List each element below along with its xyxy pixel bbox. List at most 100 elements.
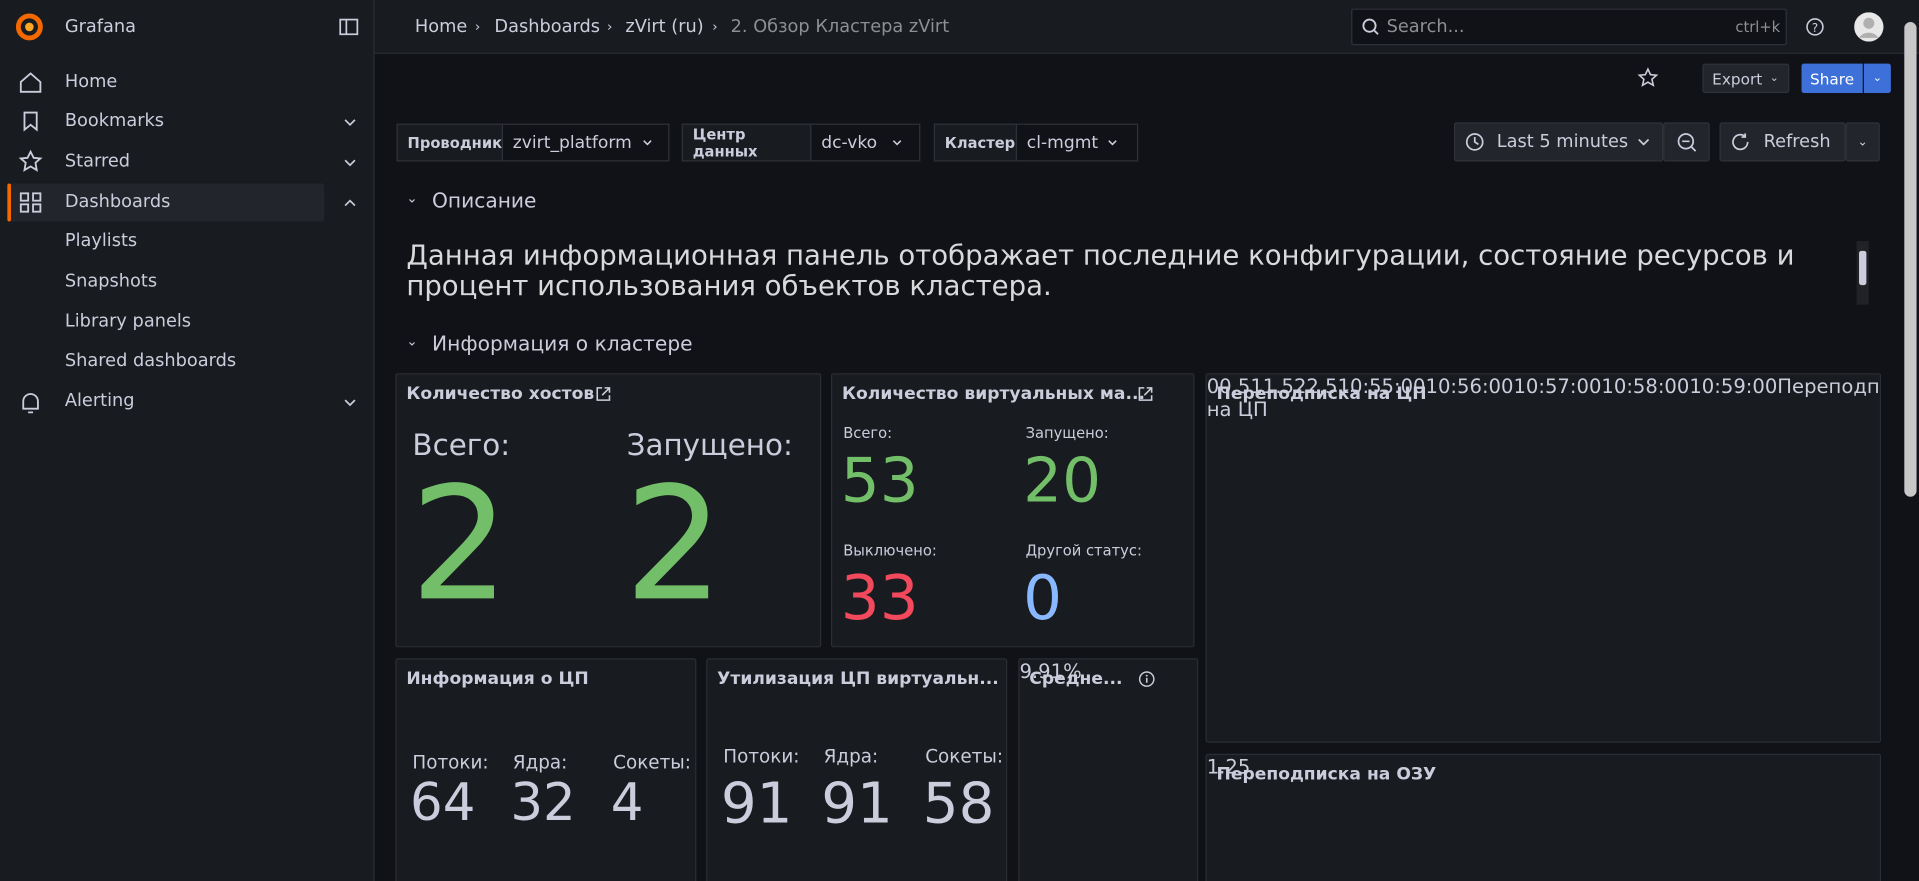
time-icons bbox=[1464, 132, 1672, 152]
stat-panel: Утилизация ЦП виртуальн... Потоки: 91 Ядра:… bbox=[706, 658, 1007, 881]
y-tick-label: 2.5 bbox=[1306, 374, 1337, 397]
panel-title: Утилизация ЦП виртуальн... bbox=[717, 669, 999, 689]
active-indicator bbox=[7, 184, 11, 222]
x-tick-label: 10:55:00 bbox=[1338, 374, 1426, 397]
breadcrumb[interactable]: Home bbox=[415, 17, 467, 37]
svg-text:?: ? bbox=[1812, 21, 1819, 35]
stat-label: Ядра: bbox=[513, 751, 568, 773]
row-title[interactable]: Описание bbox=[432, 189, 536, 212]
chart: 1.25 bbox=[1207, 755, 1251, 778]
x-tick-label: 10:58:00 bbox=[1601, 374, 1689, 397]
row-chevron[interactable]: ⌄ bbox=[406, 190, 417, 206]
description-text: Данная информационная панель отображает … bbox=[406, 241, 1844, 302]
breadcrumb-separator: › bbox=[607, 19, 612, 35]
stat-label: Потоки: bbox=[723, 745, 799, 767]
export-label: Export bbox=[1712, 69, 1762, 87]
refresh-interval[interactable]: ⌄ bbox=[1846, 122, 1880, 161]
zoom-out-icon bbox=[1677, 132, 1698, 153]
stat-value: 64 bbox=[410, 777, 475, 828]
panel-title: Количество виртуальных ма... bbox=[842, 384, 1145, 404]
refresh-label: Refresh bbox=[1764, 132, 1831, 152]
share-label: Share bbox=[1810, 69, 1854, 87]
stat-label: Другой статус: bbox=[1026, 542, 1142, 559]
nav-item[interactable]: Bookmarks bbox=[65, 111, 164, 131]
stat-label: Всего: bbox=[843, 425, 892, 442]
y-tick-label: 1.5 bbox=[1263, 374, 1294, 397]
share-button[interactable]: Share bbox=[1802, 64, 1863, 93]
search-icon bbox=[1361, 17, 1381, 37]
panel-title: Количество хостов bbox=[406, 384, 594, 404]
row-chevron[interactable]: ⌄ bbox=[406, 333, 417, 349]
nav-icons bbox=[17, 69, 44, 418]
stat-value: 91 bbox=[821, 775, 893, 831]
stat-label: Потоки: bbox=[412, 751, 488, 773]
stat-value: 4 bbox=[611, 777, 644, 828]
nav-item[interactable]: Snapshots bbox=[65, 272, 157, 292]
stat-value: 58 bbox=[923, 775, 995, 831]
row-title[interactable]: Информация о кластере bbox=[432, 332, 693, 355]
variable-value: zvirt_platform bbox=[513, 133, 632, 153]
brand[interactable]: Grafana bbox=[65, 17, 136, 37]
stat-label: Ядра: bbox=[824, 745, 879, 767]
breadcrumb-separator: › bbox=[475, 19, 480, 35]
nav-item[interactable]: Shared dashboards bbox=[65, 351, 236, 371]
sidebar bbox=[0, 0, 374, 881]
breadcrumb[interactable]: Dashboards bbox=[494, 17, 600, 37]
y-tick-label: 1 bbox=[1250, 374, 1262, 397]
gauge-panel: Средне... 9.91% bbox=[1018, 658, 1198, 881]
variable-chevrons bbox=[641, 137, 1143, 149]
nav-item[interactable]: Starred bbox=[65, 152, 130, 172]
text-scrollbar bbox=[1857, 241, 1869, 305]
dock-menu-icon[interactable] bbox=[339, 18, 359, 35]
variable-label: Проводник bbox=[397, 124, 503, 162]
stat-value: 53 bbox=[841, 450, 919, 511]
x-tick-label: 10:59:00 bbox=[1689, 374, 1777, 397]
chevron: ⌄ bbox=[1770, 72, 1779, 84]
star-button[interactable] bbox=[1638, 67, 1659, 88]
nav-item[interactable]: Dashboards bbox=[65, 192, 171, 212]
panel-link-icon[interactable] bbox=[1137, 385, 1154, 402]
search-shortcut: ctrl+k bbox=[1735, 18, 1780, 35]
stat-value: 20 bbox=[1023, 450, 1101, 511]
stat-label: Сокеты: bbox=[925, 745, 1003, 767]
search-placeholder: Search... bbox=[1387, 17, 1465, 37]
stat-label: Сокеты: bbox=[613, 751, 691, 773]
stat-label: Выключено: bbox=[843, 542, 937, 559]
stat-panel: Информация о ЦППотоки:64Ядра:32Сокеты:4 bbox=[395, 658, 696, 881]
panel-link-icon[interactable] bbox=[595, 385, 612, 402]
stat-value: 33 bbox=[841, 568, 919, 629]
timeseries-panel: Переподписка на ОЗУ1.25 bbox=[1205, 754, 1881, 881]
stat-value: 91 bbox=[721, 775, 793, 831]
panel-info-icon[interactable] bbox=[1138, 671, 1155, 688]
nav-item[interactable]: Alerting bbox=[65, 392, 135, 412]
share-dropdown[interactable]: ⌄ bbox=[1864, 64, 1891, 93]
breadcrumb[interactable]: zVirt (ru) bbox=[625, 17, 703, 37]
stat-value: 2 bbox=[624, 467, 724, 624]
timeseries-panel: Переподписка на ЦП00.511.522.510:55:0010… bbox=[1205, 373, 1881, 743]
help-icon[interactable]: ? bbox=[1805, 17, 1825, 37]
x-tick-label: 10:57:00 bbox=[1513, 374, 1601, 397]
gauge-label: 9.91% bbox=[1019, 660, 1081, 683]
nav-item[interactable]: Home bbox=[65, 72, 117, 92]
y-tick-label: 0 bbox=[1207, 374, 1219, 397]
panel-title: Информация о ЦП bbox=[406, 669, 588, 689]
scroll-thumb[interactable] bbox=[1859, 251, 1866, 285]
export-button[interactable]: Export ⌄ bbox=[1702, 64, 1789, 93]
y-tick-label: 1.25 bbox=[1207, 755, 1251, 778]
breadcrumb-separator: › bbox=[712, 19, 717, 35]
page-scrollbar-thumb[interactable] bbox=[1904, 22, 1916, 497]
chart: 00.511.522.510:55:0010:56:0010:57:0010:5… bbox=[1207, 374, 1881, 420]
y-tick-label: 0.5 bbox=[1219, 374, 1250, 397]
refresh-icon bbox=[1731, 132, 1752, 153]
nav-item[interactable]: Playlists bbox=[65, 231, 137, 251]
user-avatar[interactable] bbox=[1854, 12, 1883, 41]
stat-value: 0 bbox=[1023, 568, 1062, 629]
y-tick-label: 2 bbox=[1294, 374, 1306, 397]
stat-value: 2 bbox=[410, 467, 510, 624]
nav-chevrons bbox=[343, 115, 358, 409]
stat-panel: Количество хостов Всего:2Запущено:2 bbox=[395, 373, 821, 647]
grafana-logo[interactable] bbox=[15, 12, 44, 41]
stat-panel: Количество виртуальных ма... Всего:53Зап… bbox=[831, 373, 1194, 647]
nav-item[interactable]: Library panels bbox=[65, 312, 191, 332]
